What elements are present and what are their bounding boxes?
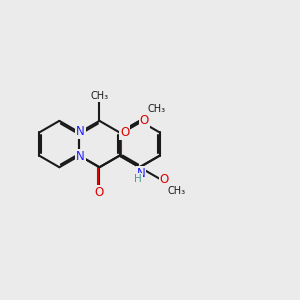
Text: O: O: [95, 186, 104, 199]
Text: N: N: [137, 167, 146, 180]
Text: O: O: [160, 173, 169, 186]
Text: O: O: [120, 126, 130, 139]
Text: N: N: [76, 125, 85, 138]
Text: CH₃: CH₃: [167, 186, 185, 196]
Text: CH₃: CH₃: [147, 103, 165, 114]
Text: H: H: [134, 173, 142, 184]
Text: N: N: [76, 150, 85, 163]
Text: O: O: [140, 114, 149, 127]
Text: CH₃: CH₃: [90, 91, 109, 101]
